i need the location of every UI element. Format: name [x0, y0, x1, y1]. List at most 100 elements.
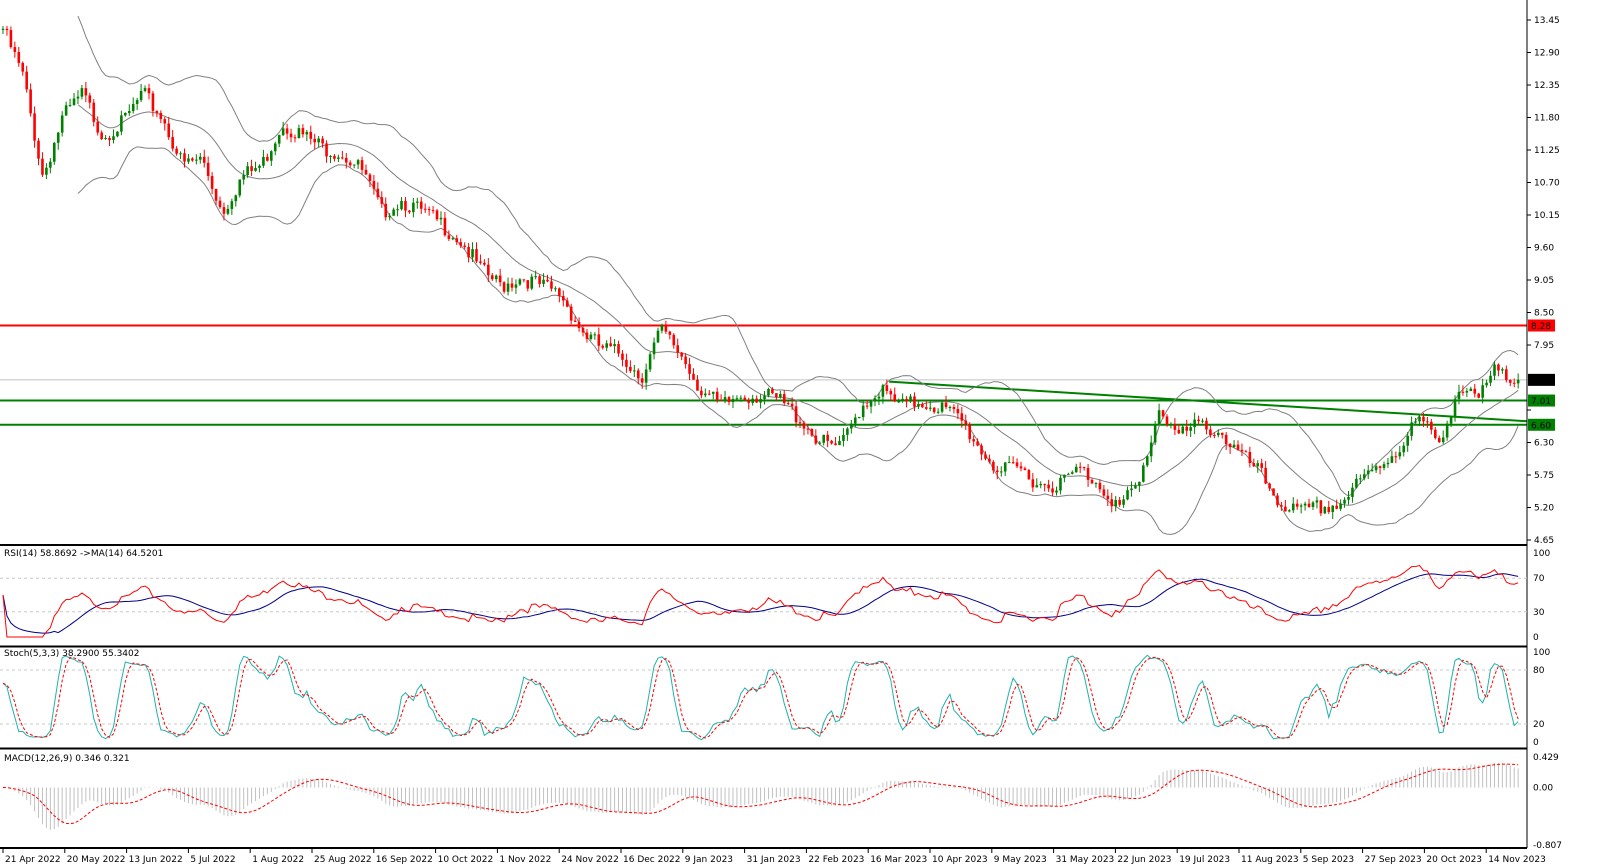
candle — [605, 340, 608, 351]
candle-body — [597, 334, 601, 346]
date-tick-label: 21 Apr 2022 — [5, 855, 61, 865]
candle — [1165, 414, 1169, 427]
candle-body — [21, 62, 25, 72]
candle-body — [455, 238, 459, 243]
candle — [1457, 384, 1461, 405]
date-tick-label: 10 Apr 2023 — [932, 855, 988, 865]
candle — [104, 134, 107, 140]
candle — [1449, 415, 1453, 428]
candle-body — [672, 334, 676, 346]
candle-body — [1457, 391, 1461, 400]
candle — [802, 420, 806, 436]
candle — [60, 111, 64, 137]
candle-body — [609, 343, 612, 347]
candle-body — [1086, 467, 1090, 480]
candle-body — [329, 155, 332, 157]
date-tick-label: 24 Nov 2022 — [561, 855, 619, 865]
candle — [561, 290, 565, 307]
candle-body — [1110, 499, 1114, 507]
candle-body — [400, 200, 403, 210]
candle-body — [147, 88, 151, 94]
candle — [1406, 431, 1409, 452]
candle-body — [1501, 369, 1504, 371]
candle — [329, 155, 332, 164]
candle-body — [214, 188, 218, 201]
candle-body — [1497, 364, 1500, 371]
candle-body — [313, 138, 317, 143]
candle-body — [1359, 478, 1362, 480]
candle — [1343, 497, 1346, 508]
candle-body — [1035, 485, 1039, 488]
candle-body — [498, 275, 502, 283]
candle — [1402, 442, 1406, 457]
candle-body — [1489, 375, 1492, 383]
candle — [818, 440, 822, 445]
date-tick-label: 14 Nov 2023 — [1488, 855, 1546, 865]
candle-body — [471, 249, 474, 258]
candle — [202, 149, 206, 168]
candle-body — [581, 328, 585, 333]
candle — [1236, 440, 1240, 451]
candle — [372, 174, 376, 195]
candle — [625, 353, 628, 373]
candle — [727, 396, 731, 406]
candle — [159, 110, 163, 124]
candle-body — [1311, 502, 1315, 507]
candle-body — [719, 399, 723, 401]
candle — [1284, 499, 1287, 512]
candle — [1307, 498, 1311, 508]
candle — [1508, 379, 1512, 387]
candle — [569, 303, 573, 325]
candle-body — [218, 200, 222, 208]
candle — [1453, 395, 1457, 422]
candle — [834, 437, 837, 446]
candle — [49, 158, 52, 174]
candle — [1469, 386, 1473, 392]
candle — [940, 400, 944, 414]
level-tag-8.28: 8.28 — [1531, 322, 1551, 332]
candle-body — [1402, 445, 1406, 453]
candle-body — [487, 264, 490, 276]
candle — [700, 386, 703, 399]
candle-body — [1145, 456, 1149, 466]
macd-tick-label: -0.807 — [1533, 841, 1562, 851]
candle-body — [1378, 466, 1382, 468]
candle-body — [838, 440, 841, 446]
candle-body — [68, 105, 72, 107]
candle-body — [767, 388, 770, 396]
price-tick-label: 5.20 — [1534, 504, 1554, 514]
candle-body — [384, 203, 388, 218]
candle — [1335, 499, 1338, 510]
candle — [723, 390, 727, 404]
candle-body — [175, 148, 178, 154]
candle — [1051, 481, 1054, 497]
candle-body — [629, 366, 632, 371]
candle-body — [463, 245, 466, 247]
candle — [1493, 361, 1496, 381]
candle — [996, 465, 999, 480]
candle-body — [230, 201, 234, 209]
candle-body — [360, 160, 364, 170]
candle-body — [633, 370, 636, 372]
candle-body — [1201, 420, 1204, 422]
candle-body — [873, 398, 877, 401]
candle — [1512, 378, 1516, 388]
candle-body — [1465, 391, 1469, 393]
candle — [988, 454, 991, 464]
candle-body — [202, 156, 206, 163]
candle-body — [577, 321, 581, 329]
candle-body — [29, 89, 32, 114]
date-tick-label: 22 Jun 2023 — [1117, 855, 1171, 865]
candle — [644, 363, 648, 390]
candle — [581, 326, 585, 337]
candle-body — [723, 397, 727, 401]
candle-body — [1169, 424, 1173, 426]
candle — [301, 124, 305, 138]
candle-body — [191, 158, 194, 161]
level-tag-7.01: 7.01 — [1531, 397, 1551, 407]
bollinger-middle — [77, 104, 1519, 506]
candle-body — [1449, 416, 1453, 424]
candle-body — [1023, 468, 1027, 471]
